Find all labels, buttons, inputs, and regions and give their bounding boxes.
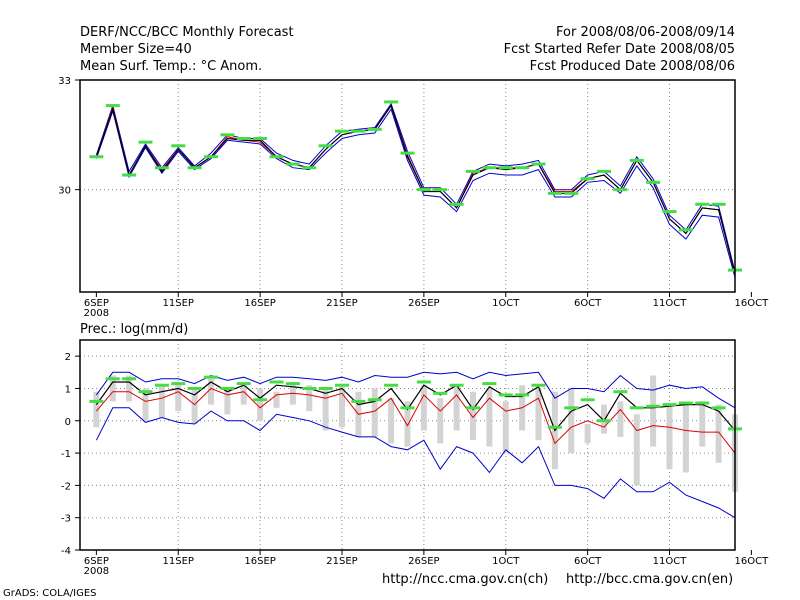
x-tick-label: 21SEP [326,556,357,567]
spread-bar [584,424,591,444]
link-chinese[interactable]: http://ncc.cma.gov.cn(ch) [382,572,549,587]
series-line-lower [95,108,736,278]
x-tick-label: 21SEP [326,298,357,309]
y-tick-label: 33 [58,76,71,87]
series-line-ensemble-mean [95,381,736,432]
produced-date: Fcst Produced Date 2008/08/06 [529,59,735,74]
y-tick-label: -4 [61,546,71,557]
spread-bar [715,404,722,463]
x-tick-label: 6OCT [574,556,602,567]
x-tick-label: 16SEP [244,556,275,567]
x-tick-label: 11OCT [653,298,688,309]
x-tick-label: 16OCT [735,298,770,309]
spread-bar [93,391,100,428]
series-line-ensemble-mean [95,104,736,274]
spread-bar [404,401,411,447]
x-tick-label: 6OCT [574,298,602,309]
spread-bar [109,375,116,402]
spread-bar [142,388,149,421]
spread-bar [420,385,427,431]
spread-bar [535,388,542,441]
panel-temperature: 30 33 6SEP 11SEP 16SEP 21SEP 26SEP 1OCT 6OCT 11OC… [58,76,769,319]
spread-bar [224,388,231,415]
y-tick-label: -2 [61,481,71,492]
spread-bar [650,375,657,447]
spread-bar [568,388,575,454]
y-tick-label: -3 [61,514,71,525]
spread-bar [682,404,689,473]
spread-bar [486,388,493,447]
member-size: Member Size=40 [80,42,192,57]
series-line-upper [95,371,736,409]
spread-bar [371,388,378,437]
link-english[interactable]: http://bcc.cma.gov.cn(en) [566,572,734,587]
x-tick-label: 11SEP [163,556,194,567]
spread-bar [617,401,624,437]
spread-bar [502,401,509,454]
spread-bar [158,385,165,418]
spread-bar [633,414,640,486]
y-tick-label: 2 [65,352,71,363]
x-tick-label: 11OCT [653,556,688,567]
x-tick-label: 26SEP [408,556,439,567]
y-tick-label: 0 [65,417,71,428]
spread-bar [388,398,395,444]
y-tick-label: -1 [61,449,71,460]
y-tick-label: 30 [58,186,71,197]
series-line-upper [95,102,736,273]
x-tick-label: 26SEP [408,298,439,309]
spread-bar [470,391,476,441]
x-tick-label: 16OCT [735,556,770,567]
series-line-median [96,387,736,454]
x-tick-label: 6SEP [84,556,109,567]
spread-bar [699,401,706,447]
grads-credit: GrADS: COLA/IGES [3,588,97,599]
x-year-label: 2008 [84,308,109,319]
x-tick-label: 16SEP [244,298,275,309]
spread-bar [601,404,607,434]
spread-bar [666,404,673,470]
spread-bar [339,386,345,428]
spread-bar [191,388,198,424]
precip-panel-title: Prec.: log(mm/d) [80,322,189,337]
spread-bar [322,388,329,431]
x-tick-label: 1OCT [492,298,520,309]
x-tick-label: 6SEP [84,298,109,309]
spread-bar [453,385,460,431]
y-tick-label: 1 [65,384,71,395]
spread-bar [257,388,264,421]
forecast-period: For 2008/08/06-2008/09/14 [556,25,735,40]
chart-title: DERF/NCC/BCC Monthly Forecast [80,25,294,40]
plot-frame [79,339,736,551]
x-tick-label: 1OCT [492,556,520,567]
variable-label: Mean Surf. Temp.: °C Anom. [80,59,263,74]
spread-bar [240,382,247,405]
plot-frame [79,79,736,293]
spread-bar [306,385,313,412]
spread-bar [437,398,444,444]
spread-bar [208,378,214,405]
series-line-lower [95,407,736,519]
spread-bar [126,375,133,402]
spread-bar [175,382,182,412]
x-tick-label: 11SEP [163,298,194,309]
spread-bar [273,391,280,408]
refer-date: Fcst Started Refer Date 2008/08/05 [503,42,735,57]
x-year-label: 2008 [84,566,109,577]
